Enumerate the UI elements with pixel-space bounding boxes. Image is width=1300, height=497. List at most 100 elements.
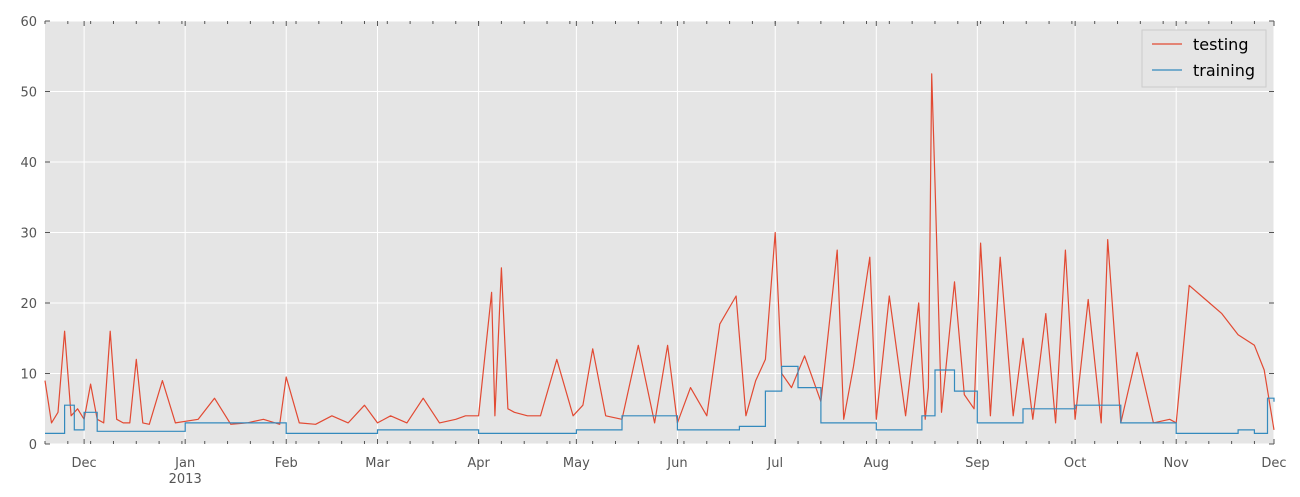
data-point-testing	[1013, 415, 1014, 416]
data-point-testing	[315, 424, 316, 425]
x-tick-label: Nov	[1164, 456, 1190, 471]
data-point-testing	[1045, 313, 1046, 314]
data-point-testing	[149, 424, 150, 425]
x-tick-label: Apr	[467, 456, 490, 471]
x-tick-label: Dec	[1261, 456, 1286, 471]
data-point-testing	[455, 419, 456, 420]
data-point-testing	[507, 408, 508, 409]
data-point-testing	[1023, 338, 1024, 339]
series-line-testing	[44, 73, 1275, 430]
data-point-testing	[719, 324, 720, 325]
data-point-testing	[853, 366, 854, 367]
data-point-testing	[1055, 422, 1056, 423]
x-tick-label: Dec	[72, 456, 97, 471]
data-point-testing	[954, 281, 955, 282]
data-point-testing	[286, 377, 287, 378]
data-point-testing	[129, 422, 130, 423]
data-point-testing	[331, 415, 332, 416]
data-point-testing	[214, 398, 215, 399]
data-point-testing	[1274, 429, 1275, 430]
data-point-training	[1176, 433, 1177, 434]
data-point-testing	[45, 380, 46, 381]
data-point-training	[781, 366, 782, 367]
data-point-testing	[556, 359, 557, 360]
data-point-testing	[198, 419, 199, 420]
data-point-testing	[654, 422, 655, 423]
data-point-testing	[1205, 299, 1206, 300]
data-point-testing	[918, 303, 919, 304]
data-point-testing	[573, 415, 574, 416]
y-tick-label: 30	[20, 227, 37, 242]
data-point-testing	[423, 398, 424, 399]
data-point-testing	[58, 412, 59, 413]
data-point-testing	[605, 415, 606, 416]
y-tick-label: 0	[29, 438, 37, 453]
data-point-testing	[928, 387, 929, 388]
data-point-testing	[925, 419, 926, 420]
data-point-testing	[377, 422, 378, 423]
data-point-testing	[755, 380, 756, 381]
data-point-testing	[390, 415, 391, 416]
data-point-training	[45, 433, 46, 434]
data-point-testing	[1221, 313, 1222, 314]
data-point-testing	[527, 415, 528, 416]
data-point-testing	[869, 257, 870, 258]
data-point-testing	[1137, 352, 1138, 353]
data-point-testing	[77, 408, 78, 409]
data-point-training	[954, 391, 955, 392]
data-point-testing	[491, 292, 492, 293]
y-tick-label: 40	[20, 156, 37, 171]
data-point-training	[1120, 422, 1121, 423]
data-point-testing	[1065, 250, 1066, 251]
data-point-testing	[765, 359, 766, 360]
y-tick-labels: 0 10 20 30 40 50 60	[20, 15, 37, 453]
data-point-training	[185, 422, 186, 423]
data-point-training	[64, 405, 65, 406]
x-tick-label: Mar	[365, 456, 390, 471]
data-point-testing	[837, 250, 838, 251]
data-point-testing	[592, 348, 593, 349]
data-point-training	[1023, 408, 1024, 409]
data-point-training	[576, 429, 577, 430]
data-point-testing	[931, 73, 932, 74]
series-lines	[44, 73, 1275, 434]
legend-label-training: training	[1193, 61, 1255, 80]
data-point-training	[798, 387, 799, 388]
data-point-testing	[876, 419, 877, 420]
data-point-training	[677, 429, 678, 430]
data-point-testing	[1101, 422, 1102, 423]
data-point-testing	[494, 415, 495, 416]
data-point-training	[820, 422, 821, 423]
data-point-testing	[1264, 370, 1265, 371]
data-point-testing	[348, 422, 349, 423]
data-point-testing	[123, 422, 124, 423]
x-tick-label: Jan	[174, 456, 195, 471]
series-line-training	[45, 365, 1275, 434]
data-point-testing	[1189, 285, 1190, 286]
data-point-testing	[935, 183, 936, 184]
data-point-testing	[1075, 419, 1076, 420]
y-tick-label: 50	[20, 86, 37, 101]
data-point-testing	[1169, 419, 1170, 420]
data-point-testing	[1000, 257, 1001, 258]
data-point-training	[478, 433, 479, 434]
data-point-testing	[745, 415, 746, 416]
x-tick-label: May	[563, 456, 590, 471]
data-point-testing	[736, 296, 737, 297]
data-point-testing	[990, 415, 991, 416]
data-point-testing	[974, 408, 975, 409]
data-point-testing	[142, 422, 143, 423]
data-point-testing	[980, 243, 981, 244]
data-point-training	[74, 429, 75, 430]
data-point-testing	[230, 424, 231, 425]
data-point-training	[977, 422, 978, 423]
data-point-testing	[1032, 419, 1033, 420]
data-point-testing	[667, 345, 668, 346]
data-point-testing	[791, 387, 792, 388]
data-point-testing	[64, 331, 65, 332]
data-point-training	[1075, 405, 1076, 406]
data-point-training	[739, 426, 740, 427]
data-point-testing	[582, 405, 583, 406]
